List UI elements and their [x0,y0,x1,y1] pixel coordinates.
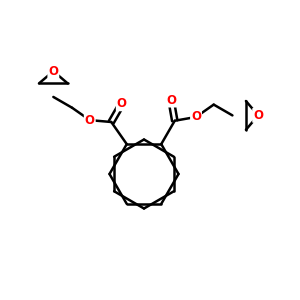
Text: O: O [253,109,263,122]
Text: O: O [166,94,176,106]
Text: O: O [191,110,201,124]
Text: O: O [85,114,95,127]
Text: O: O [117,97,127,110]
Text: O: O [48,65,58,78]
